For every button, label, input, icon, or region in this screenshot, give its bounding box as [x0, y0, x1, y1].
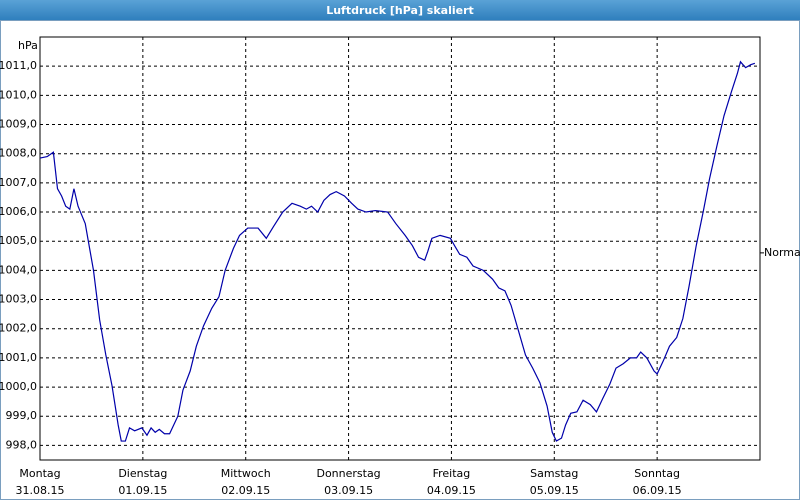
y-tick-label: 999,0 [6, 409, 38, 422]
x-tick-date: 05.09.15 [530, 484, 579, 497]
y-tick-label: 1000,0 [0, 380, 37, 393]
x-tick-label: Mittwoch [221, 467, 271, 480]
title-bar [0, 0, 800, 20]
x-tick-label: Samstag [530, 467, 578, 480]
y-tick-label: 1010,0 [0, 88, 37, 101]
x-tick-label: Montag [19, 467, 60, 480]
y-tick-label: 1007,0 [0, 176, 37, 189]
chart-title: Luftdruck [hPa] skaliert [326, 4, 474, 17]
y-unit: hPa [18, 39, 38, 52]
y-tick-label: 998,0 [6, 438, 38, 451]
x-tick-label: Dienstag [118, 467, 167, 480]
x-tick-date: 31.08.15 [16, 484, 65, 497]
y-tick-label: 1002,0 [0, 322, 37, 335]
annotation-label: Normal [764, 246, 800, 259]
y-tick-label: 1006,0 [0, 205, 37, 218]
y-tick-label: 1009,0 [0, 118, 37, 131]
x-tick-date: 04.09.15 [427, 484, 476, 497]
data-line [39, 60, 756, 442]
x-tick-label: Donnerstag [316, 467, 380, 480]
y-tick-label: 1008,0 [0, 147, 37, 160]
y-tick-label: 1011,0 [0, 59, 37, 72]
x-tick-date: 06.09.15 [633, 484, 682, 497]
y-tick-label: 1001,0 [0, 351, 37, 364]
x-tick-label: Freitag [433, 467, 471, 480]
x-tick-date: 03.09.15 [324, 484, 373, 497]
x-tick-date: 01.09.15 [118, 484, 167, 497]
y-tick-label: 1005,0 [0, 234, 37, 247]
y-tick-label: 1003,0 [0, 293, 37, 306]
y-tick-label: 1004,0 [0, 263, 37, 276]
x-tick-date: 02.09.15 [221, 484, 270, 497]
x-tick-label: Sonntag [634, 467, 680, 480]
plot-frame [39, 36, 761, 461]
